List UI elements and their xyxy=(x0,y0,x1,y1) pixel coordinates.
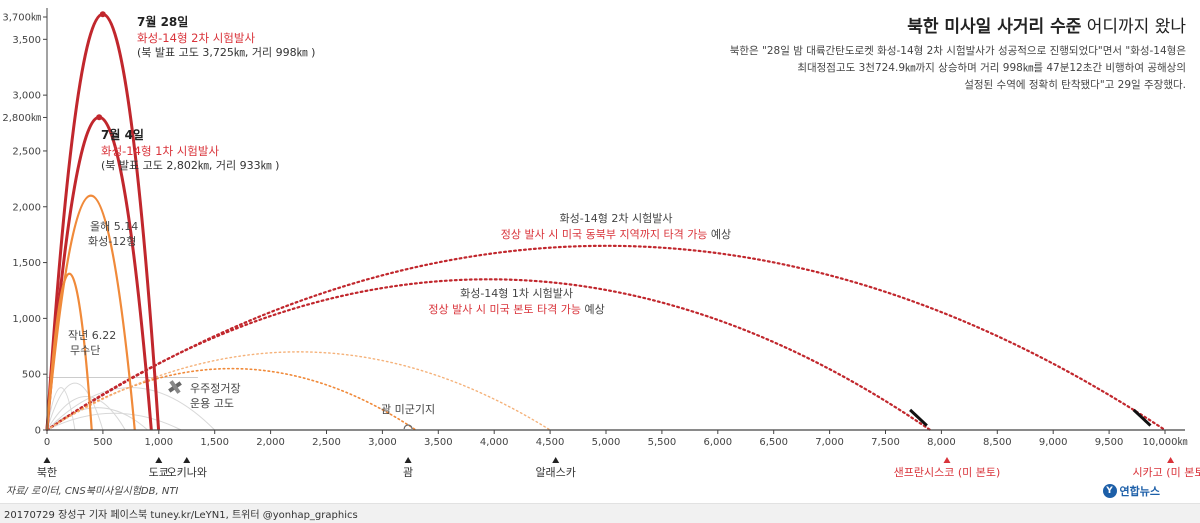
x-tick-label: 1,000 xyxy=(144,437,173,448)
x-tick-label: 8,000 xyxy=(927,437,956,448)
apogee-point xyxy=(96,114,103,121)
x-tick-label: 3,000 xyxy=(368,437,397,448)
x-tick-label: 4,000 xyxy=(480,437,509,448)
x-tick-label: 0 xyxy=(44,437,50,448)
description: 북한은 "28일 밤 대륙간탄도로켓 화성-14형 2차 시험발사가 성공적으로… xyxy=(626,43,1186,94)
annotation-guam-base: 괌 미군기지 xyxy=(381,403,435,416)
place-marker-icon xyxy=(43,457,51,463)
description-line: 북한은 "28일 밤 대륙간탄도로켓 화성-14형 2차 시험발사가 성공적으로… xyxy=(729,45,1186,57)
annotation-jul28-name: 화성-14형 2차 시험발사 xyxy=(137,31,255,45)
annotation-may14: 올해 5.14 xyxy=(90,219,138,233)
place-marker-icon xyxy=(943,457,951,463)
y-tick-label: 500 xyxy=(22,370,41,381)
lofted-trajectory xyxy=(45,194,136,431)
x-tick-label: 2,500 xyxy=(312,437,341,448)
annotation-may14-name: 화성-12형 xyxy=(88,235,136,248)
place-label: 오키나와 xyxy=(167,466,207,479)
logo-text: 연합뉴스 xyxy=(1119,485,1160,498)
place-marker-icon xyxy=(155,457,163,463)
x-tick-label: 8,500 xyxy=(983,437,1012,448)
annotation-iss: 우주정거장 xyxy=(190,382,241,395)
annotation-jul4-date: 7월 4일 xyxy=(101,127,144,142)
source-credit: 자료/ 로이터, CNS북미사일시험DB, NTI xyxy=(6,486,179,497)
lofted-trajectory xyxy=(45,272,93,431)
yonhap-logo-icon: Y xyxy=(1102,484,1117,498)
apogee-point xyxy=(99,11,106,18)
x-tick-label: 9,000 xyxy=(1039,437,1068,448)
y-tick-label: 1,000 xyxy=(12,314,41,325)
y-tick-label: 1,500 xyxy=(12,258,41,269)
y-tick-label: 3,700㎞ xyxy=(2,12,41,24)
place-label: 도쿄 xyxy=(149,466,169,479)
x-tick-label: 6,000 xyxy=(703,437,732,448)
title-bold: 북한 미사일 사거리 수준 xyxy=(907,17,1082,37)
annotation-proj2-red: 정상 발사 시 미국 동북부 지역까지 타격 가능 예상 xyxy=(501,228,731,241)
header: 북한 미사일 사거리 수준 어디까지 왔나 북한은 "28일 밤 대륙간탄도로켓… xyxy=(626,12,1186,94)
title-light: 어디까지 왔나 xyxy=(1086,17,1186,37)
x-tick-label: 5,000 xyxy=(592,437,621,448)
place-label: 알래스카 xyxy=(535,465,575,479)
range-chart: 0 500 1,000 1,500 2,000 2,500 2,800㎞ 3,000 3,500… xyxy=(2,8,1200,479)
annotation-jun22: 작년 6.22 xyxy=(68,329,116,342)
annotation-proj1: 화성-14형 1차 시험발사 xyxy=(460,287,573,300)
place-label: 시카고 (미 본토) xyxy=(1132,466,1200,479)
description-line: 설정된 수역에 정확히 탄착됐다"고 29일 주장했다. xyxy=(964,79,1186,91)
background-arc xyxy=(46,382,104,431)
projected-trajectory xyxy=(46,367,417,431)
place-marker-icon xyxy=(183,457,191,463)
x-tick-label: 3,500 xyxy=(424,437,453,448)
annotation-proj1-suffix: 예상 xyxy=(581,303,605,316)
projected-trajectory xyxy=(45,278,932,432)
annotation-jul4-detail: (북 발표 고도 2,802㎞, 거리 933㎞ ) xyxy=(101,159,279,172)
x-tick-label: 7,000 xyxy=(815,437,844,448)
description-line: 최대정점고도 3천724.9㎞까지 상승하며 거리 998㎞를 47분12초간 … xyxy=(797,62,1186,74)
annotation-jul28-date: 7월 28일 xyxy=(137,14,188,29)
place-label: 괌 xyxy=(403,466,413,479)
y-tick-label: 3,500 xyxy=(12,35,41,46)
x-tick-label: 2,000 xyxy=(256,437,285,448)
x-tick-label: 10,000㎞ xyxy=(1143,436,1188,448)
annotation-proj2: 화성-14형 2차 시험발사 xyxy=(560,212,673,225)
page-title: 북한 미사일 사거리 수준 어디까지 왔나 xyxy=(626,12,1186,37)
y-tick-label: 0 xyxy=(35,426,41,437)
footer-credit: 20170729 장성구 기자 페이스북 tuney.kr/LeYN1, 트위터… xyxy=(4,510,358,521)
satellite-icon xyxy=(168,380,182,394)
x-tick-label: 4,500 xyxy=(536,437,565,448)
place-marker-icon xyxy=(552,457,560,463)
annotation-proj1-red: 정상 발사 시 미국 본토 타격 가능 예상 xyxy=(428,303,604,316)
annotation-jul28-detail: (북 발표 고도 3,725㎞, 거리 998㎞ ) xyxy=(137,46,315,59)
impact-marker xyxy=(1132,408,1152,427)
x-tick-label: 1,500 xyxy=(200,437,229,448)
background-arc xyxy=(46,407,148,431)
yonhap-logo: Y 연합뉴스 xyxy=(1102,483,1160,499)
y-tick-label: 2,800㎞ xyxy=(2,112,41,124)
x-tick-label: 500 xyxy=(93,437,112,448)
annotation-jun22-name: 무수단 xyxy=(70,344,100,357)
background-arc xyxy=(46,396,126,431)
x-tick-label: 7,500 xyxy=(871,437,900,448)
place-label: 북한 xyxy=(37,466,57,479)
y-tick-label: 2,500 xyxy=(12,146,41,157)
guam-base-icon xyxy=(403,424,413,430)
y-tick-label: 3,000 xyxy=(12,91,41,102)
annotation-jul4-name: 화성-14형 1차 시험발사 xyxy=(101,144,219,158)
place-marker-icon xyxy=(1167,457,1175,463)
y-tick-label: 2,000 xyxy=(12,202,41,213)
x-tick-label: 6,500 xyxy=(759,437,788,448)
footer: 20170729 장성구 기자 페이스북 tuney.kr/LeYN1, 트위터… xyxy=(0,503,1200,523)
background-arc xyxy=(46,412,182,431)
impact-marker xyxy=(909,408,928,427)
annotation-iss-2: 운용 고도 xyxy=(190,397,234,410)
place-marker-icon xyxy=(404,457,412,463)
x-tick-label: 9,500 xyxy=(1095,437,1124,448)
annotation-proj2-suffix: 예상 xyxy=(707,228,731,241)
projected-trajectory xyxy=(46,351,551,431)
x-tick-label: 5,500 xyxy=(648,437,677,448)
place-label: 샌프란시스코 (미 본토) xyxy=(894,466,1001,479)
